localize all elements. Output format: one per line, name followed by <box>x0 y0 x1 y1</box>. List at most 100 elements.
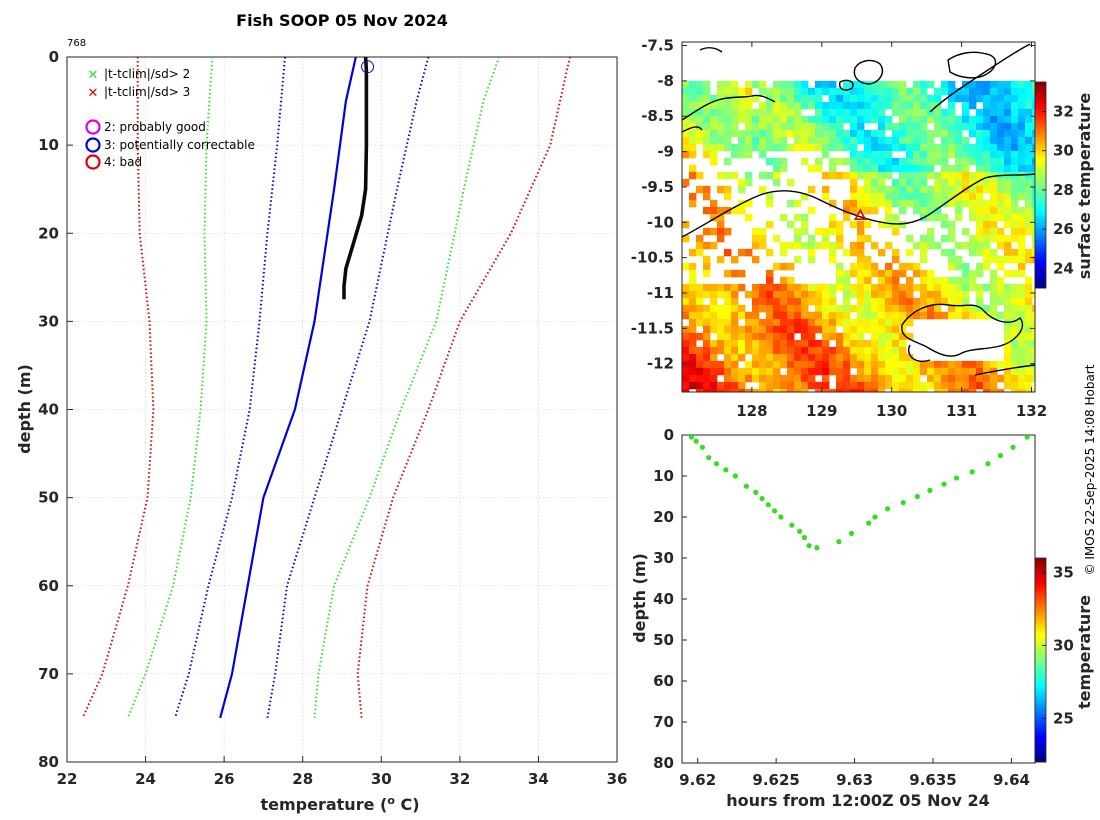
map-cell <box>752 234 760 243</box>
map-cell <box>885 136 893 145</box>
map-cell <box>976 227 984 236</box>
map-cell <box>822 143 830 152</box>
map-cell <box>850 87 858 96</box>
map-cell <box>710 297 718 306</box>
map-cell <box>850 178 858 187</box>
map-cell <box>759 360 767 369</box>
map-cell <box>990 220 998 229</box>
map-cell <box>962 241 970 250</box>
map-cell <box>962 143 970 152</box>
map-cell <box>752 80 760 89</box>
map-cell <box>682 367 690 376</box>
map-cell <box>773 178 781 187</box>
map-cell <box>682 381 690 390</box>
y-tick-label: 30 <box>38 312 59 330</box>
map-cell <box>850 136 858 145</box>
map-cell <box>780 94 788 103</box>
map-cell <box>696 374 704 383</box>
map-cell <box>878 304 886 313</box>
map-cell <box>738 325 746 334</box>
map-cell <box>843 136 851 145</box>
map-cell <box>724 283 732 292</box>
map-cell <box>948 234 956 243</box>
map-cell <box>780 122 788 131</box>
map-cell <box>759 122 767 131</box>
map-cell <box>738 108 746 117</box>
map-cell <box>766 101 774 110</box>
map-cell <box>1025 199 1033 208</box>
map-cell <box>948 227 956 236</box>
map-cell <box>794 108 802 117</box>
map-cell <box>969 129 977 138</box>
map-colorbar-swatch <box>1035 185 1046 189</box>
map-cell <box>731 150 739 159</box>
map-cell <box>801 353 809 362</box>
map-cell <box>1004 311 1012 320</box>
map-cell <box>1011 143 1019 152</box>
map-cell <box>1004 185 1012 194</box>
map-cell <box>766 129 774 138</box>
map-cell <box>934 241 942 250</box>
map-cell <box>759 346 767 355</box>
map-cell <box>815 311 823 320</box>
map-cell <box>710 136 718 145</box>
map-cell <box>864 192 872 201</box>
map-cell <box>934 388 942 392</box>
map-cell <box>696 185 704 194</box>
time-point <box>927 487 933 493</box>
map-cell <box>717 332 725 341</box>
map-cell <box>990 101 998 110</box>
map-cell <box>997 143 1005 152</box>
map-cell <box>752 241 760 250</box>
map-cell <box>710 374 718 383</box>
map-cell <box>920 241 928 250</box>
profile-axes-box <box>66 56 618 763</box>
map-cell <box>969 143 977 152</box>
map-cell <box>822 297 830 306</box>
map-cell <box>703 339 711 348</box>
map-cell <box>983 157 991 166</box>
time-colorbar-swatch <box>1035 724 1046 729</box>
time-colorbar-swatch <box>1035 738 1046 743</box>
map-cell <box>871 318 879 327</box>
map-cell <box>773 108 781 117</box>
map-cell <box>724 87 732 96</box>
map-cell <box>850 157 858 166</box>
map-cell <box>899 381 907 390</box>
map-cell <box>934 185 942 194</box>
x-tick-label: 34 <box>528 770 549 788</box>
map-cell <box>864 318 872 327</box>
map-cell <box>1004 241 1012 250</box>
map-cell <box>906 248 914 257</box>
map-cell <box>857 360 865 369</box>
map-cell <box>717 311 725 320</box>
legend-flag4: 4: bad <box>104 155 142 169</box>
map-cell <box>990 136 998 145</box>
map-cell <box>885 311 893 320</box>
map-cell <box>773 283 781 292</box>
map-cell <box>906 381 914 390</box>
map-cell <box>703 346 711 355</box>
map-cell <box>948 185 956 194</box>
map-y-tick-label: -10.5 <box>631 249 674 267</box>
map-cell <box>997 192 1005 201</box>
map-cell <box>892 255 900 264</box>
map-cell <box>787 360 795 369</box>
map-cell <box>682 129 690 138</box>
map-cell <box>801 360 809 369</box>
map-cell <box>962 297 970 306</box>
map-cell <box>941 234 949 243</box>
map-cell <box>808 101 816 110</box>
map-cell <box>822 325 830 334</box>
map-cell <box>689 199 697 208</box>
map-cell <box>745 94 753 103</box>
map-cell <box>710 353 718 362</box>
time-colorbar-swatch <box>1035 622 1046 627</box>
map-cell <box>717 290 725 299</box>
map-cell <box>864 346 872 355</box>
map-cell <box>1011 255 1019 264</box>
map-cell <box>703 206 711 215</box>
map-y-tick-label: -9.5 <box>641 178 674 196</box>
map-cell <box>759 318 767 327</box>
